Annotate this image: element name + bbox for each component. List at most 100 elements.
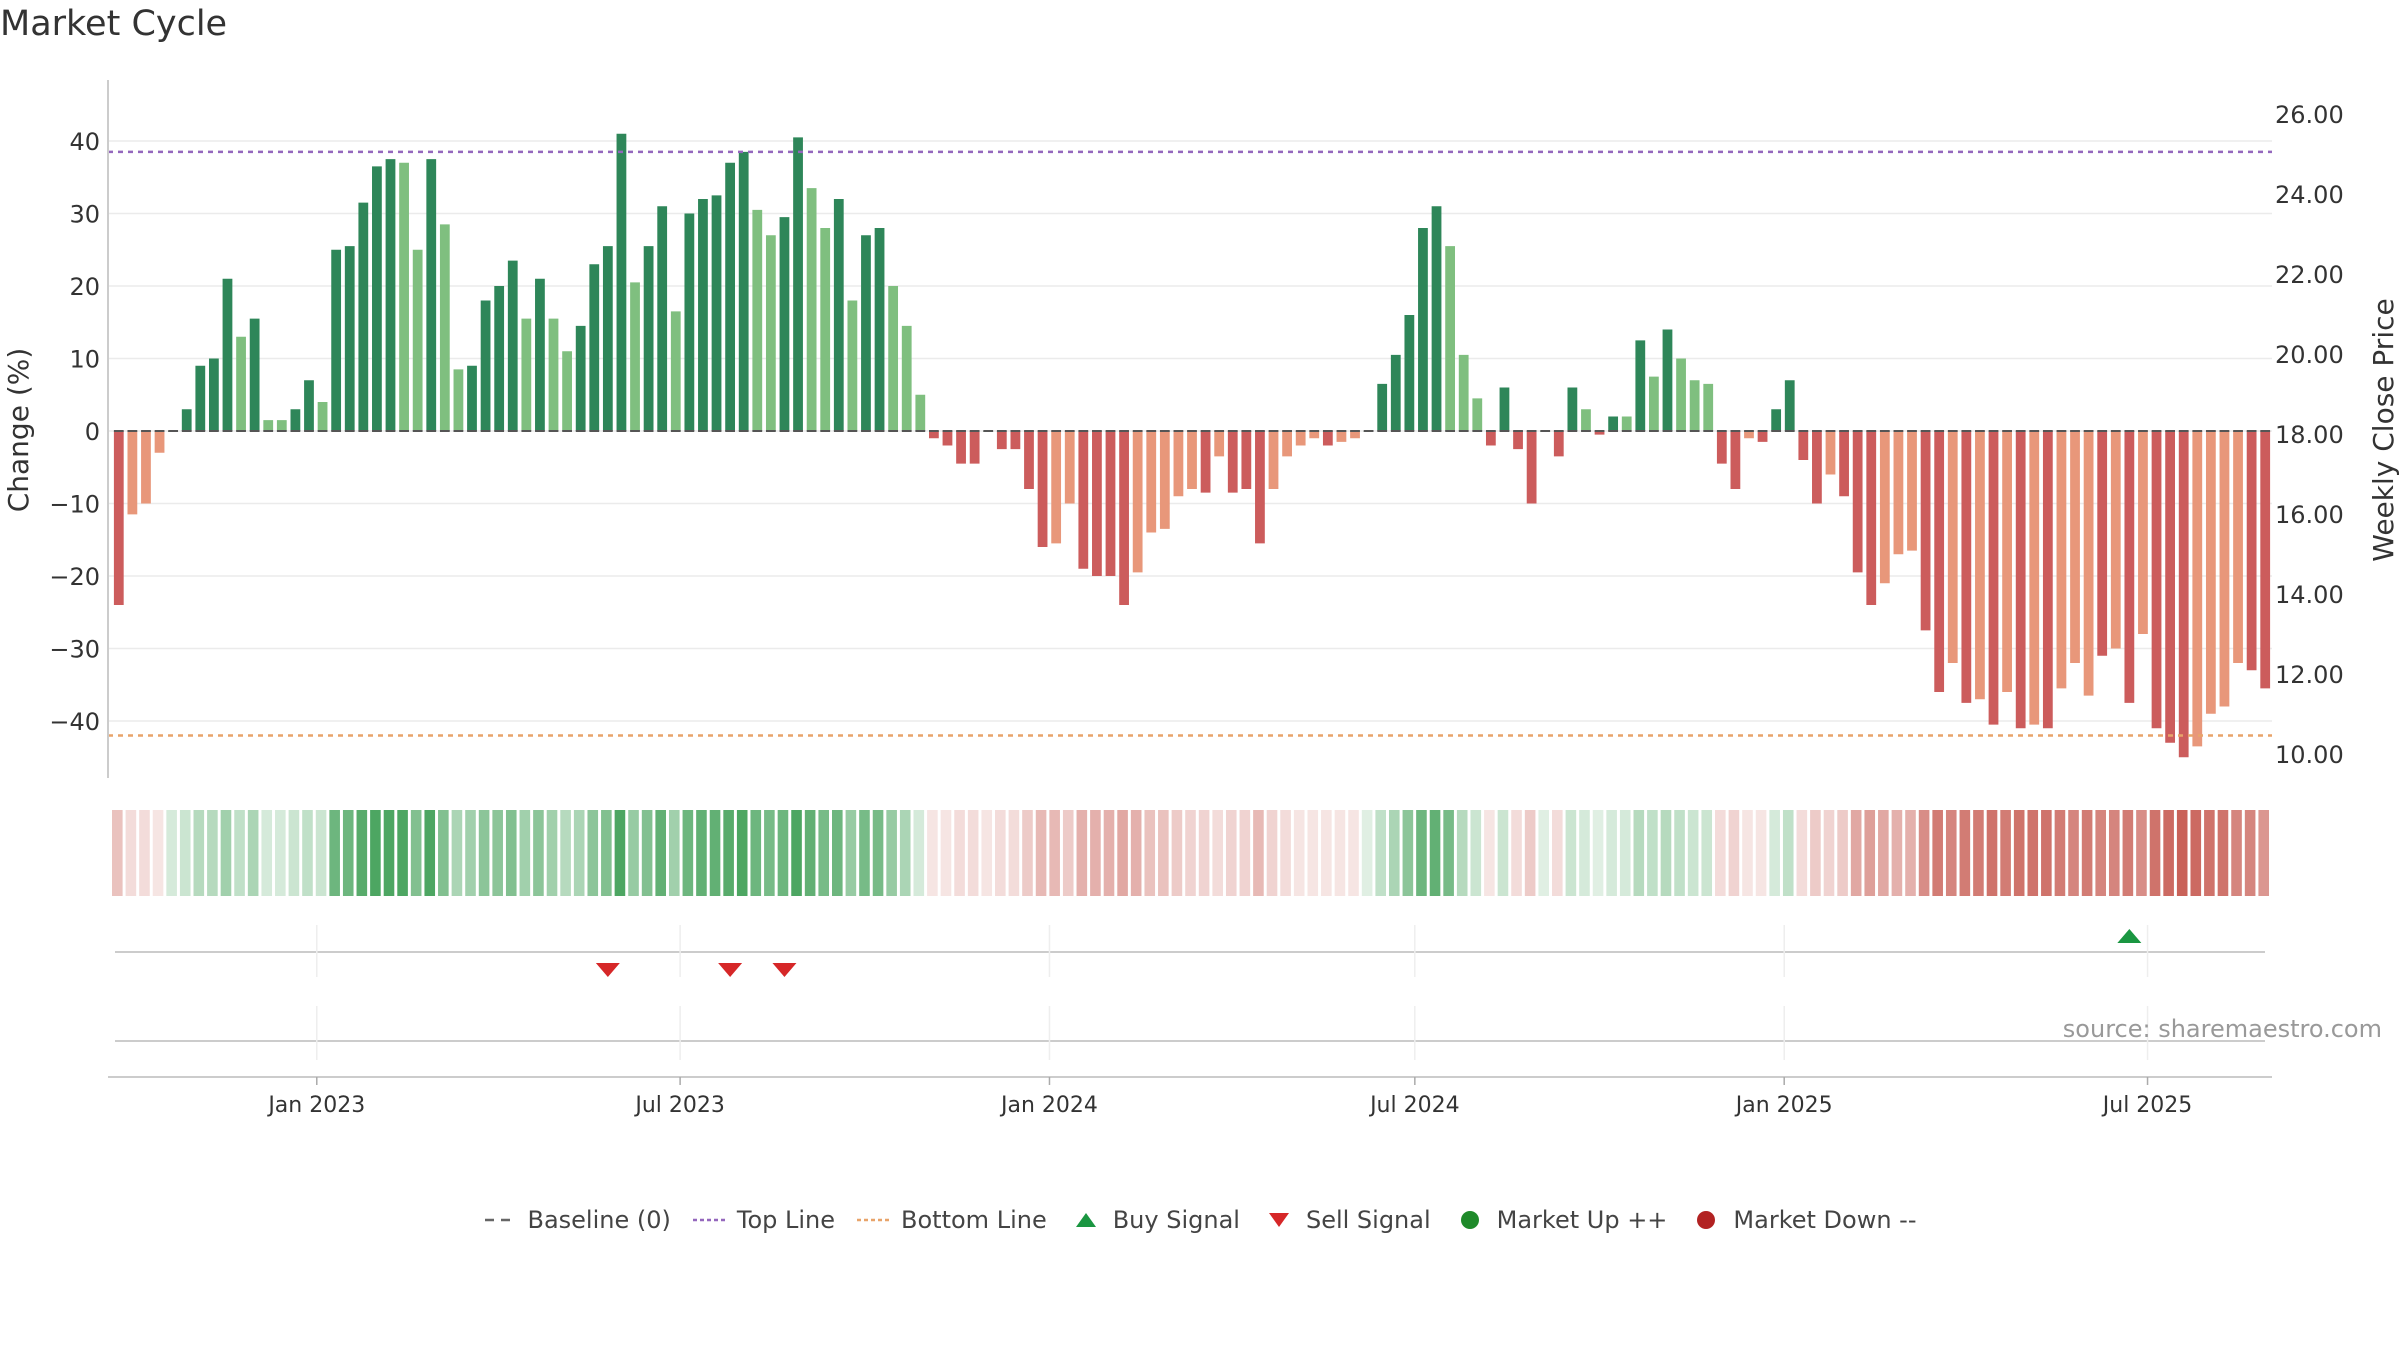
y-axis-label: Change (%) bbox=[2, 348, 35, 513]
heat-cell bbox=[1606, 810, 1617, 896]
heat-cell bbox=[1348, 810, 1359, 896]
heat-cell bbox=[383, 810, 395, 896]
legend-swatch bbox=[1075, 1213, 1096, 1227]
heat-cell bbox=[370, 810, 381, 896]
heat-cell bbox=[2027, 810, 2039, 896]
heat-cell bbox=[1144, 810, 1156, 896]
bar bbox=[1336, 431, 1347, 442]
bar bbox=[1757, 431, 1768, 442]
bar bbox=[1485, 431, 1496, 446]
heat-cell bbox=[492, 810, 503, 896]
heat-cell bbox=[1701, 810, 1713, 896]
bar bbox=[358, 202, 369, 431]
bar bbox=[1404, 315, 1415, 431]
bar bbox=[154, 431, 165, 453]
bar bbox=[2070, 431, 2080, 663]
bar bbox=[1988, 431, 1999, 725]
legend-label: Market Down -- bbox=[1733, 1206, 1917, 1234]
bar bbox=[1947, 431, 1958, 663]
bar bbox=[399, 162, 409, 431]
bar bbox=[1662, 329, 1673, 431]
bar bbox=[208, 358, 219, 431]
heat-cell bbox=[546, 810, 558, 896]
legend-item: Sell Signal bbox=[1262, 1206, 1431, 1234]
bar bbox=[2219, 431, 2230, 707]
heat-cell bbox=[112, 810, 123, 896]
heat-cell bbox=[451, 810, 463, 896]
heat-cell bbox=[2000, 810, 2011, 896]
bar bbox=[1594, 431, 1605, 435]
legend-key-triangle-down bbox=[1268, 1213, 1289, 1227]
heat-cell bbox=[1742, 810, 1753, 896]
heat-cell bbox=[859, 810, 870, 896]
bar bbox=[562, 351, 572, 431]
bar bbox=[1934, 431, 1945, 692]
bar bbox=[711, 195, 722, 431]
heat-cell bbox=[1334, 810, 1346, 896]
y2-axis-label: Weekly Close Price bbox=[2367, 298, 2400, 561]
heat-cell bbox=[1198, 810, 1210, 896]
heat-cell bbox=[1103, 810, 1115, 896]
bar bbox=[928, 431, 939, 439]
heat-cell bbox=[818, 810, 830, 896]
heat-cell bbox=[1511, 810, 1522, 896]
bar bbox=[1526, 431, 1537, 504]
heat-cell bbox=[1497, 810, 1509, 896]
heat-cell bbox=[1837, 810, 1848, 896]
heat-cell bbox=[234, 810, 245, 896]
bar bbox=[956, 431, 966, 464]
bar bbox=[236, 336, 246, 431]
bar bbox=[1567, 387, 1578, 431]
heat-cell bbox=[804, 810, 816, 896]
heat-cell bbox=[2190, 810, 2202, 896]
bar bbox=[1159, 431, 1170, 529]
bar bbox=[915, 394, 926, 431]
bar bbox=[249, 318, 260, 431]
bar bbox=[2165, 431, 2176, 743]
bar bbox=[1309, 431, 1320, 439]
heat-cell bbox=[967, 810, 979, 896]
bar bbox=[1214, 431, 1225, 457]
bar bbox=[616, 133, 627, 431]
heat-cell bbox=[1443, 810, 1454, 896]
bar bbox=[657, 206, 668, 431]
signal-panel bbox=[115, 925, 2265, 1060]
heat-cell bbox=[655, 810, 666, 896]
bar bbox=[1893, 431, 1904, 555]
legend-swatch bbox=[1460, 1211, 1479, 1229]
heat-cell bbox=[940, 810, 952, 896]
heat-cell bbox=[1049, 810, 1060, 896]
y-tick-label: 20 bbox=[69, 273, 100, 301]
bar bbox=[670, 311, 681, 431]
heat-cell bbox=[2136, 810, 2147, 896]
heat-cell bbox=[1416, 810, 1427, 896]
heat-cell bbox=[2231, 810, 2242, 896]
reference-lines bbox=[108, 150, 2272, 737]
heat-cell bbox=[2204, 810, 2215, 896]
bar bbox=[1676, 358, 1686, 431]
heat-cell bbox=[1796, 810, 1808, 896]
heat-cell bbox=[1280, 810, 1291, 896]
heat-cell bbox=[424, 810, 436, 896]
heat-cell bbox=[601, 810, 612, 896]
bar bbox=[1744, 431, 1754, 439]
bar bbox=[684, 213, 695, 431]
heat-cell bbox=[791, 810, 802, 896]
bar bbox=[1146, 431, 1157, 533]
heat-cell bbox=[954, 810, 965, 896]
heat-cell bbox=[560, 810, 571, 896]
heat-cell bbox=[832, 810, 843, 896]
bar bbox=[195, 365, 206, 431]
heat-cell bbox=[1674, 810, 1685, 896]
y2-tick-label: 16.00 bbox=[2275, 501, 2344, 529]
bar bbox=[1187, 431, 1197, 489]
heat-cell bbox=[139, 810, 150, 896]
bar bbox=[331, 249, 342, 431]
legend-swatch bbox=[1697, 1211, 1716, 1229]
heat-cell bbox=[2054, 810, 2066, 896]
legend-item: Top Line bbox=[692, 1206, 835, 1234]
x-tick-label: Jan 2025 bbox=[1734, 1093, 1833, 1118]
bar bbox=[113, 431, 124, 605]
source-credit: source: sharemaestro.com bbox=[2062, 1015, 2382, 1043]
legend: Baseline (0) Top Line Bottom Line Buy Signa… bbox=[0, 1206, 2400, 1234]
